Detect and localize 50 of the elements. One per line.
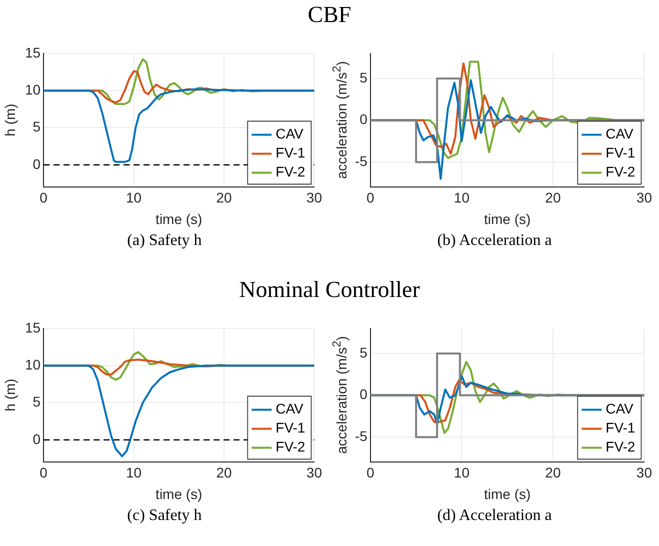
x-axis-title: time (s) xyxy=(156,211,202,227)
legend-label: CAV xyxy=(276,400,304,417)
text: (c) Safety h xyxy=(126,507,203,525)
x-tick-label: 20 xyxy=(545,189,561,206)
x-tick-label: 20 xyxy=(216,189,232,206)
x-tick-label: 20 xyxy=(545,464,561,480)
y-tick-label: 0 xyxy=(32,430,41,447)
y-tick-label: 15 xyxy=(24,319,41,336)
legend-label: CAV xyxy=(276,126,304,142)
legend-label: FV-1 xyxy=(276,420,306,436)
legend-label: FV-1 xyxy=(606,420,636,436)
y-tick-label: 10 xyxy=(24,356,41,372)
y-tick-label: 0 xyxy=(360,386,368,402)
y-tick-label: 0 xyxy=(32,156,41,172)
y-axis-title: h (m) xyxy=(2,104,18,137)
y-tick-label: 10 xyxy=(24,81,41,98)
chart-title: CBF xyxy=(306,2,352,28)
x-axis-title: time (s) xyxy=(484,211,531,227)
y-tick-label: 5 xyxy=(360,344,368,360)
x-tick-label: 30 xyxy=(636,464,652,480)
y-tick-label: 15 xyxy=(24,44,41,60)
chart-title: Nominal Controller xyxy=(238,277,421,303)
x-axis-title: time (s) xyxy=(156,486,202,502)
x-tick-label: 30 xyxy=(636,189,652,206)
legend-label: CAV xyxy=(606,400,634,417)
x-tick-label: 20 xyxy=(216,464,232,480)
text: (d) Acceleration a xyxy=(436,507,553,525)
y-tick-label: -5 xyxy=(354,152,368,169)
legend-label: FV-2 xyxy=(276,164,306,180)
legend-label: FV-1 xyxy=(276,144,306,161)
y-tick-label: -5 xyxy=(354,428,368,444)
y-tick-label: 0 xyxy=(360,111,368,128)
legend-label: CAV xyxy=(606,126,634,142)
x-axis-title: time (s) xyxy=(484,486,531,502)
y-tick-label: 5 xyxy=(32,118,41,135)
y-tick-label: 5 xyxy=(360,69,368,86)
legend-label: FV-1 xyxy=(606,144,636,161)
x-tick-label: 10 xyxy=(454,189,470,206)
y-axis-title: h (m) xyxy=(2,378,18,412)
x-tick-label: 10 xyxy=(126,464,142,480)
x-tick-label: 30 xyxy=(306,464,322,480)
legend-label: FV-2 xyxy=(276,438,306,455)
text: (b) Acceleration a xyxy=(436,232,553,250)
x-tick-label: 10 xyxy=(454,464,470,480)
legend-label: FV-2 xyxy=(606,438,636,455)
x-tick-label: 10 xyxy=(126,189,142,206)
x-tick-label: 30 xyxy=(306,189,322,206)
text: (a) Safety h xyxy=(126,232,203,250)
legend-label: FV-2 xyxy=(606,164,636,180)
y-tick-label: 5 xyxy=(32,394,41,410)
